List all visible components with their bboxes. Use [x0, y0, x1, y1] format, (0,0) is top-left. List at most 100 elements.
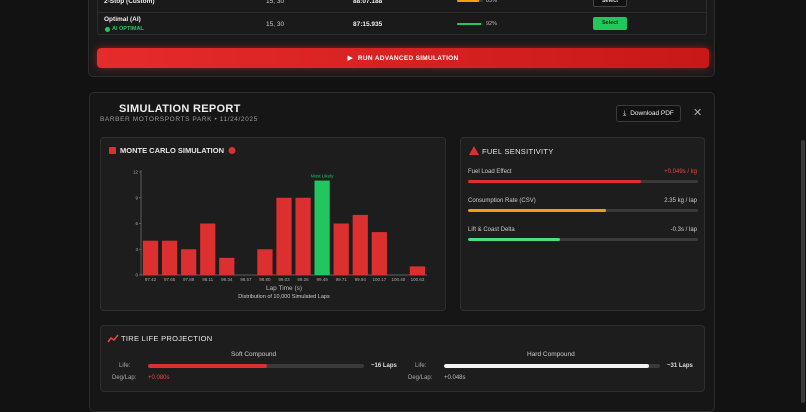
report-subtitle: BARBER MOTORSPORTS PARK • 11/24/2025: [100, 116, 258, 123]
fuel-value: 2.35 kg / lap: [664, 198, 697, 204]
badge-dot: [105, 26, 110, 32]
laps: 15, 30: [266, 21, 285, 28]
bar: [371, 232, 387, 275]
fuel-track: [468, 180, 698, 183]
fuel-track: [468, 238, 698, 241]
bar: [409, 266, 426, 275]
x-tick-label: 97.88: [183, 277, 195, 282]
x-tick-label: 99.49: [317, 277, 329, 282]
deg-label: Deg/Lap:: [408, 375, 433, 381]
bar: [161, 240, 178, 275]
download-button[interactable]: ⤓ Download PDF: [616, 105, 681, 122]
progress-track: [457, 23, 483, 25]
life-label: Life:: [415, 363, 427, 369]
x-tick-label: 98.11: [202, 277, 213, 282]
bar: [219, 257, 235, 275]
x-tick-label: 99.71: [336, 277, 348, 282]
x-axis-label: Lap Time (s): [266, 285, 302, 292]
x-tick-label: 100.40: [392, 277, 406, 282]
bar: [352, 214, 368, 275]
progress-fill: [457, 23, 481, 25]
run-button[interactable]: ▶ RUN ADVANCED SIMULATION: [97, 48, 709, 68]
life-value: ~16 Laps: [371, 363, 397, 369]
x-tick-label: 99.03: [278, 277, 290, 282]
trend-icon: [107, 334, 119, 343]
badge: AI OPTIMAL: [112, 26, 144, 32]
life-fill: [148, 364, 267, 368]
y-tick-label: 12: [133, 170, 139, 175]
report-title: SIMULATION REPORT: [119, 103, 241, 115]
fuel-fill: [468, 180, 641, 183]
close-button[interactable]: ✕: [693, 107, 703, 119]
x-tick-label: 98.57: [240, 277, 252, 282]
life-track: [148, 364, 364, 368]
fuel-label: Consumption Rate (CSV): [468, 198, 536, 204]
x-tick-label: 97.65: [164, 277, 176, 282]
life-value: ~31 Laps: [667, 363, 693, 369]
compound-name: Soft Compound: [231, 351, 277, 358]
laps: 15, 30: [266, 0, 285, 5]
fuel-value: +0.049s / kg: [664, 169, 697, 175]
deg-value: +0.048s: [444, 375, 466, 381]
select-button[interactable]: Select: [593, 17, 627, 30]
info-icon[interactable]: [228, 147, 236, 154]
bar: [295, 197, 311, 275]
x-tick-label: 99.94: [355, 277, 367, 282]
x-tick-label: 100.63: [411, 277, 425, 282]
run-label: RUN ADVANCED SIMULATION: [357, 54, 459, 62]
warning-icon: [469, 146, 479, 155]
strategy-name: 2-Stop (Custom): [104, 0, 155, 5]
tire-card: TIRE LIFE PROJECTION Soft Compound Life: ~…: [100, 325, 705, 392]
y-tick-label: 6: [135, 221, 138, 226]
strategy-table: 2-Stop (Custom) 15, 30 88:07.188 85% Select O…: [97, 0, 707, 35]
x-tick-label: 97.42: [145, 277, 157, 282]
chart-icon: [109, 147, 116, 154]
fuel-fill: [468, 209, 606, 212]
strategy-name: Optimal (AI): [104, 16, 141, 23]
page: 2-Stop (Custom) 15, 30 88:07.188 85% Select O…: [88, 0, 805, 412]
progress-label: 92%: [486, 21, 498, 27]
fuel-track: [468, 209, 698, 212]
fuel-label: Lift & Coast Delta: [468, 227, 515, 233]
x-tick-label: 100.17: [372, 277, 386, 282]
tire-title: TIRE LIFE PROJECTION: [121, 334, 213, 343]
fuel-value: -0.3s / lap: [670, 227, 697, 233]
bar: [276, 197, 292, 275]
progress-label: 85%: [486, 0, 498, 4]
bar: [181, 249, 197, 275]
strategy-row: Optimal (AI) AI OPTIMAL 15, 30 87:15.935 92%…: [98, 12, 706, 35]
deg-value: +0.080s: [148, 375, 170, 381]
deg-label: Deg/Lap:: [112, 375, 137, 381]
life-label: Life:: [119, 363, 131, 369]
x-tick-label: 98.80: [259, 277, 271, 282]
download-icon: ⤓: [623, 109, 627, 117]
download-label: Download PDF: [630, 110, 674, 117]
race-time: 88:07.188: [353, 0, 383, 5]
chart-title: MONTE CARLO SIMULATION: [120, 146, 224, 155]
y-tick-label: 0: [135, 273, 138, 278]
fuel-fill: [468, 238, 560, 241]
fuel-card: FUEL SENSITIVITY Fuel Load Effect +0.049s…: [460, 137, 705, 311]
select-button[interactable]: Select: [593, 0, 627, 7]
bar: [314, 180, 330, 275]
x-tick-label: 99.26: [297, 277, 309, 282]
bar: [257, 249, 273, 275]
life-track: [444, 364, 660, 368]
fuel-label: Fuel Load Effect: [468, 169, 512, 175]
strategy-row: 2-Stop (Custom) 15, 30 88:07.188 85% Select: [98, 0, 706, 12]
play-icon: ▶: [347, 55, 353, 62]
caption: Distribution of 10,000 Simulated Laps: [238, 294, 330, 300]
annotation: Most Likely: [311, 174, 334, 179]
bar: [142, 240, 159, 275]
compound-name: Hard Compound: [527, 351, 575, 358]
y-tick-label: 3: [135, 247, 138, 252]
y-tick-label: 9: [135, 195, 138, 200]
progress-fill: [457, 0, 480, 2]
x-tick-label: 98.34: [221, 277, 233, 282]
bar: [200, 223, 216, 275]
histogram: MONTE CARLO SIMULATION 0 3 6 9 12 97.42 97.65 9…: [109, 146, 427, 300]
scrollbar[interactable]: [801, 140, 805, 403]
strategy-panel: 2-Stop (Custom) 15, 30 88:07.188 85% Select O…: [88, 0, 715, 77]
race-time: 87:15.935: [353, 21, 383, 28]
life-fill: [444, 364, 650, 368]
